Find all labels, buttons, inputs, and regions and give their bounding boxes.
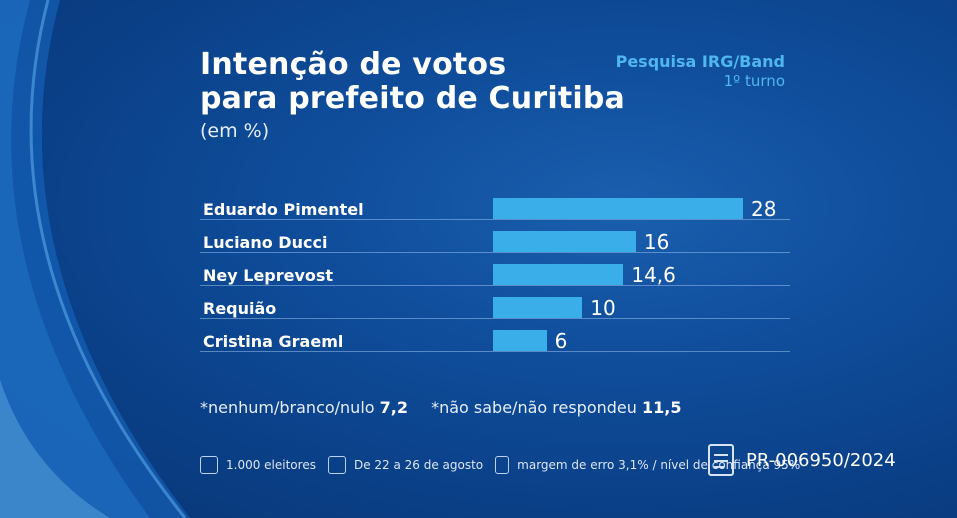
category-label: Eduardo Pimentel [203, 200, 364, 219]
note-unknown-label: *não sabe/não respondeu [431, 398, 637, 417]
category-label: Cristina Graeml [203, 332, 344, 351]
value-label: 14,6 [631, 263, 676, 287]
row-divider [200, 219, 790, 220]
category-label: Requião [203, 299, 277, 318]
document-icon [708, 444, 734, 476]
value-label: 10 [590, 296, 616, 320]
row-divider [200, 252, 790, 253]
title-line-2: para prefeito de Curitiba [200, 81, 625, 116]
bar [493, 264, 624, 285]
note-none-label: *nenhum/branco/nulo [200, 398, 375, 417]
row-divider [200, 285, 790, 286]
title-line-1: Intenção de votos [200, 47, 507, 82]
row-divider [200, 318, 790, 319]
voters-count: 1.000 eleitores [226, 458, 316, 472]
bar [493, 231, 636, 252]
methodology-footer: 1.000 eleitores De 22 a 26 de agosto mar… [200, 452, 812, 478]
registration: PR-006950/2024 [708, 444, 896, 476]
chart-title: Intenção de votos para prefeito de Curit… [200, 48, 625, 116]
value-label: 28 [751, 197, 777, 221]
source-block: Pesquisa IRG/Band 1º turno [616, 52, 785, 90]
bar-chart: Eduardo Pimentel 28 Luciano Ducci 16 Ney Lep… [195, 190, 795, 360]
note-none-value: 7,2 [379, 398, 408, 417]
category-label: Luciano Ducci [203, 233, 328, 252]
category-label: Ney Leprevost [203, 266, 334, 285]
bar [493, 297, 583, 318]
voters-icon [200, 456, 218, 474]
error-margin: margem de erro 3,1% / nível de confiança… [517, 458, 801, 472]
round-label: 1º turno [723, 72, 785, 90]
chart-subtitle: (em %) [200, 120, 270, 142]
value-label: 6 [554, 329, 568, 353]
error-margin-icon [495, 456, 510, 474]
source-name: Pesquisa IRG/Band [615, 52, 785, 71]
bar [493, 330, 547, 351]
note-unknown-value: 11,5 [642, 398, 682, 417]
registration-number: PR-006950/2024 [746, 449, 896, 471]
value-label: 16 [643, 230, 670, 254]
row-divider [200, 351, 790, 352]
notes: *nenhum/branco/nulo 7,2 *não sabe/não re… [200, 398, 681, 417]
calendar-icon [327, 456, 346, 474]
bar [493, 198, 743, 219]
survey-dates: De 22 a 26 de agosto [353, 458, 484, 472]
